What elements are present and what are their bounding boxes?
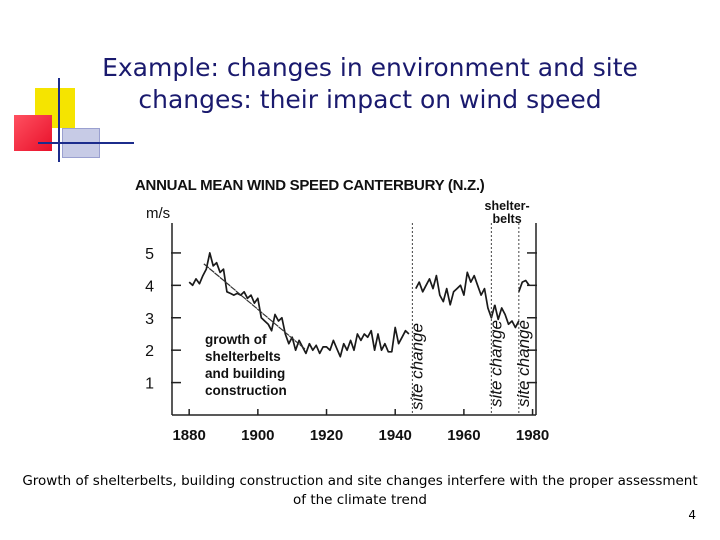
chart-title: ANNUAL MEAN WIND SPEED CANTERBURY (N.Z.) xyxy=(135,177,485,194)
growth-annotation-line-1: growth of xyxy=(205,332,267,347)
deco-vertical-line xyxy=(58,78,60,162)
trend-hatch-mark xyxy=(278,326,284,332)
trend-hatch-mark xyxy=(262,312,268,318)
y-tick-label: 2 xyxy=(145,343,154,360)
site-change-label-1: site change xyxy=(407,323,426,410)
trend-hatch-mark xyxy=(267,317,274,323)
trend-hatch-mark xyxy=(299,344,306,350)
x-tick-label: 1920 xyxy=(310,427,343,444)
deco-horizontal-line xyxy=(38,142,134,144)
slide-title: Example: changes in environment and site… xyxy=(102,53,638,114)
shelterbelts-annotation-line-1: shelter- xyxy=(485,199,530,213)
site-change-label-2: site change xyxy=(486,320,505,407)
y-tick-label: 1 xyxy=(145,376,154,393)
x-tick-label: 1940 xyxy=(379,427,412,444)
trend-hatch-mark xyxy=(240,294,247,300)
y-tick-label: 5 xyxy=(145,246,154,263)
trend-hatch-mark xyxy=(272,321,279,327)
trend-hatch-mark xyxy=(230,285,236,291)
trend-hatch-mark xyxy=(214,272,220,278)
wind-speed-line-segment-1 xyxy=(188,252,410,358)
y-axis-label: m/s xyxy=(146,205,170,222)
x-tick-label: 1880 xyxy=(172,427,205,444)
shelterbelts-annotation-line-2: belts xyxy=(493,212,522,226)
wind-speed-line-segment-2 xyxy=(415,271,496,319)
page-number: 4 xyxy=(688,508,696,522)
site-change-label-3: site change xyxy=(514,320,533,407)
trend-hatch-mark xyxy=(235,290,242,296)
x-tick-label: 1900 xyxy=(241,427,274,444)
y-tick-label: 3 xyxy=(145,311,154,328)
trend-hatch-mark xyxy=(251,303,258,309)
growth-annotation-line-3: and building xyxy=(205,366,285,381)
trend-hatch-mark xyxy=(224,281,231,287)
trend-hatch-mark xyxy=(203,263,210,269)
trend-hatch-mark xyxy=(219,276,226,282)
growth-annotation-line-4: construction xyxy=(205,383,287,398)
trend-hatch-mark xyxy=(246,299,252,305)
trend-hatch-mark xyxy=(294,339,301,345)
trend-hatch-mark xyxy=(288,335,295,341)
trend-hatch-mark xyxy=(208,267,215,273)
y-tick-label: 4 xyxy=(145,278,154,295)
trend-hatch-mark xyxy=(283,330,290,336)
wind-speed-line-segment-4 xyxy=(518,279,530,293)
trend-hatch-mark xyxy=(256,308,263,314)
slide-caption: Growth of shelterbelts, building constru… xyxy=(22,473,698,508)
growth-annotation-line-2: shelterbelts xyxy=(205,349,281,364)
x-tick-label: 1980 xyxy=(516,427,549,444)
deco-red-square xyxy=(14,115,52,151)
wind-speed-line-segment-3 xyxy=(493,304,520,329)
x-tick-label: 1960 xyxy=(447,427,480,444)
